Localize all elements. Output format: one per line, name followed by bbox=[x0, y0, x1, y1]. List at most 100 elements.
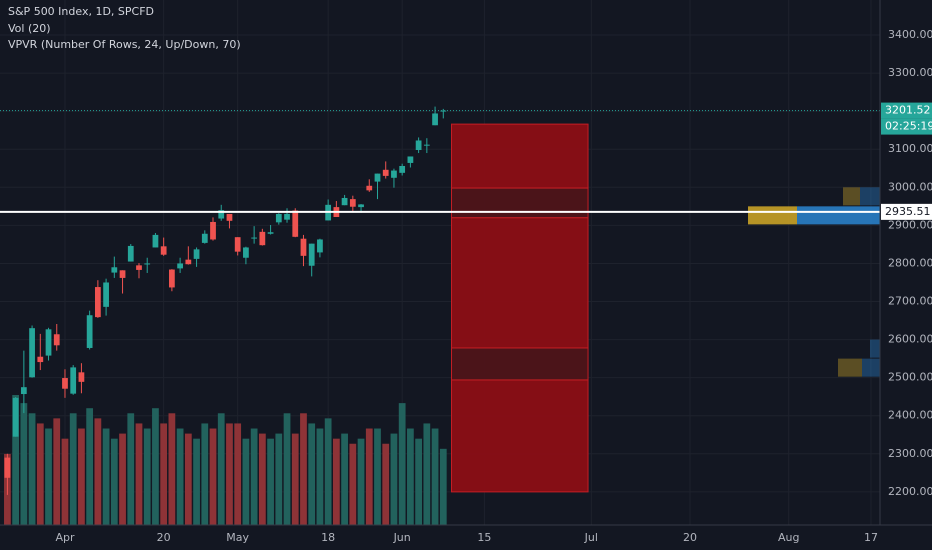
volume-bar bbox=[332, 438, 340, 525]
candle-body bbox=[432, 113, 438, 126]
zone bbox=[451, 123, 589, 189]
volume-bar bbox=[242, 438, 250, 525]
y-tick-label: 3400.00 bbox=[888, 28, 932, 41]
candle-body bbox=[407, 156, 414, 163]
zone bbox=[451, 347, 589, 381]
x-tick-label: 15 bbox=[477, 531, 491, 544]
candle-body bbox=[136, 265, 142, 270]
y-tick-label: 2500.00 bbox=[888, 371, 932, 384]
candle-body bbox=[391, 170, 397, 178]
candle-body bbox=[366, 185, 373, 191]
hline-box bbox=[881, 203, 932, 220]
volume-bar bbox=[201, 423, 209, 525]
y-tick-label: 2700.00 bbox=[888, 295, 932, 308]
volume-bar bbox=[102, 428, 110, 525]
volume-bar bbox=[152, 408, 159, 525]
volume-bar bbox=[226, 423, 233, 525]
volume-bar bbox=[78, 428, 85, 525]
volume-bar bbox=[160, 423, 168, 525]
candle-body bbox=[185, 259, 192, 265]
volume-bar bbox=[357, 438, 365, 525]
candle-body bbox=[78, 372, 85, 382]
volume-bar bbox=[127, 413, 135, 525]
volume-bar bbox=[61, 438, 69, 525]
candle-body bbox=[169, 269, 175, 288]
candle-body bbox=[423, 144, 430, 146]
volume-bar bbox=[12, 395, 20, 525]
volume-bar bbox=[234, 423, 242, 525]
volume-bar bbox=[193, 438, 200, 525]
vpvr-down bbox=[748, 206, 797, 225]
candle-body bbox=[70, 367, 77, 394]
candle-body bbox=[45, 329, 52, 356]
vpvr-up bbox=[862, 358, 880, 377]
x-tick-label: 20 bbox=[683, 531, 697, 544]
volume-bar bbox=[258, 433, 266, 525]
zone bbox=[451, 379, 589, 493]
volume-bar bbox=[110, 438, 118, 525]
y-tick-label: 2900.00 bbox=[888, 218, 932, 231]
volume-bar bbox=[53, 418, 61, 525]
x-tick-label: 20 bbox=[157, 531, 171, 544]
volume-bar bbox=[217, 413, 225, 525]
candle-body bbox=[20, 387, 27, 395]
x-tick-label: Jul bbox=[584, 531, 598, 544]
candle-body bbox=[144, 263, 151, 265]
volume-bar bbox=[209, 428, 217, 525]
candle-body bbox=[12, 397, 19, 437]
countdown-label: 02:25:19 bbox=[885, 120, 932, 133]
indicator-label: VPVR (Number Of Rows, 24, Up/Down, 70) bbox=[8, 38, 241, 51]
volume-bar bbox=[390, 433, 398, 525]
y-tick-label: 2300.00 bbox=[888, 447, 932, 460]
candle-body bbox=[201, 233, 208, 243]
volume-bar bbox=[439, 448, 447, 525]
volume-bar bbox=[431, 428, 439, 525]
volume-bar bbox=[415, 438, 422, 525]
candle-body bbox=[210, 221, 216, 240]
chart-title: S&P 500 Index, 1D, SPCFD bbox=[8, 5, 154, 18]
volume-bar bbox=[382, 443, 390, 525]
candle-body bbox=[4, 457, 11, 478]
x-tick-label: 18 bbox=[321, 531, 335, 544]
indicator-label: Vol (20) bbox=[8, 22, 51, 35]
volume-bar bbox=[316, 428, 324, 525]
candle-body bbox=[119, 270, 126, 278]
vpvr-up bbox=[870, 339, 880, 358]
candle-body bbox=[440, 110, 447, 112]
y-tick-label: 2400.00 bbox=[888, 409, 932, 422]
candle-body bbox=[292, 210, 299, 237]
candle-body bbox=[160, 246, 167, 255]
volume-bar bbox=[324, 418, 332, 525]
volume-bar bbox=[69, 413, 77, 525]
volume-bar bbox=[308, 423, 316, 525]
hline-label: 2935.51 bbox=[885, 205, 931, 218]
candle-body bbox=[152, 234, 159, 248]
y-tick-label: 3300.00 bbox=[888, 66, 932, 79]
vpvr-up bbox=[860, 187, 880, 206]
y-tick-label: 3000.00 bbox=[888, 180, 932, 193]
candle-body bbox=[193, 249, 200, 259]
volume-bar bbox=[267, 438, 274, 525]
candle-body bbox=[177, 263, 183, 269]
candle-body bbox=[267, 232, 274, 234]
y-tick-label: 2600.00 bbox=[888, 333, 932, 346]
candle-body bbox=[218, 210, 225, 219]
candle-body bbox=[317, 239, 323, 253]
x-tick-label: Jun bbox=[393, 531, 411, 544]
candle-body bbox=[37, 356, 44, 363]
volume-bar bbox=[283, 413, 291, 525]
volume-bar bbox=[36, 423, 44, 525]
volume-bar bbox=[143, 428, 151, 525]
volume-bar bbox=[291, 433, 299, 525]
candle-body bbox=[234, 237, 241, 252]
candle-body bbox=[284, 213, 290, 220]
vpvr-down bbox=[843, 187, 860, 206]
volume-bar bbox=[28, 413, 36, 525]
volume-bar bbox=[184, 433, 192, 525]
candle-body bbox=[300, 238, 307, 256]
candle-body bbox=[349, 199, 356, 207]
zone bbox=[451, 187, 589, 219]
volume-bar bbox=[250, 428, 258, 525]
volume-bar bbox=[275, 433, 283, 525]
